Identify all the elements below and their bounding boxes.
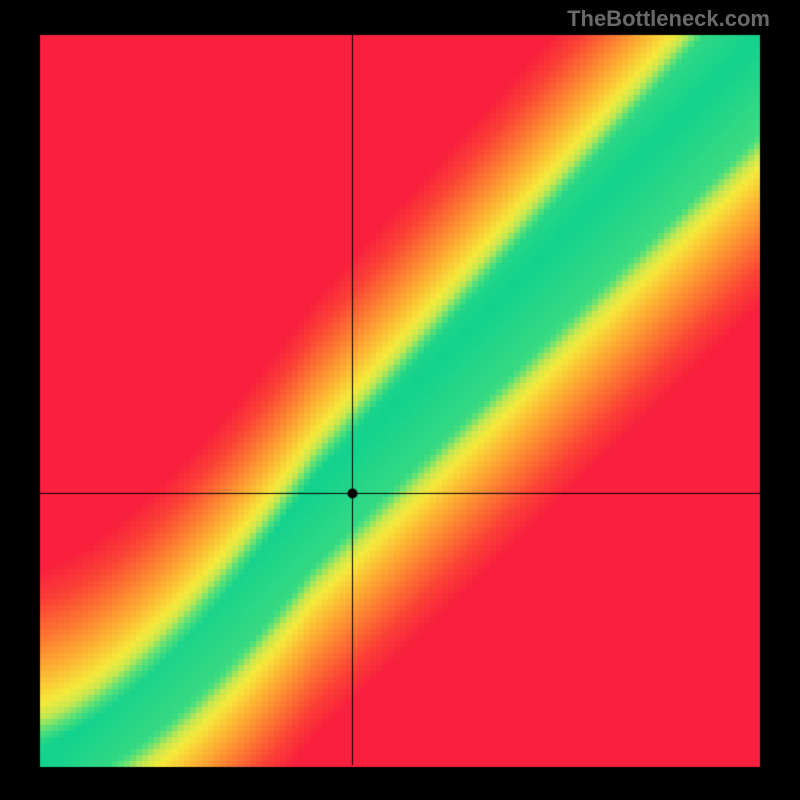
chart-root: { "watermark": { "text": "TheBottleneck.… bbox=[0, 0, 800, 800]
watermark-text: TheBottleneck.com bbox=[567, 6, 770, 32]
bottleneck-heatmap bbox=[0, 0, 800, 800]
